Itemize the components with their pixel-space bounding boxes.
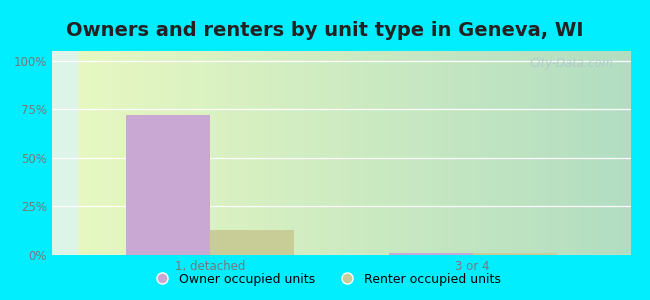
Text: City-Data.com: City-Data.com (529, 57, 613, 70)
Text: Owners and renters by unit type in Geneva, WI: Owners and renters by unit type in Genev… (66, 21, 584, 40)
Bar (389, 253, 473, 255)
Legend: Owner occupied units, Renter occupied units: Owner occupied units, Renter occupied un… (144, 268, 506, 291)
Bar (210, 230, 294, 255)
Bar (125, 115, 210, 255)
Bar (473, 253, 557, 255)
